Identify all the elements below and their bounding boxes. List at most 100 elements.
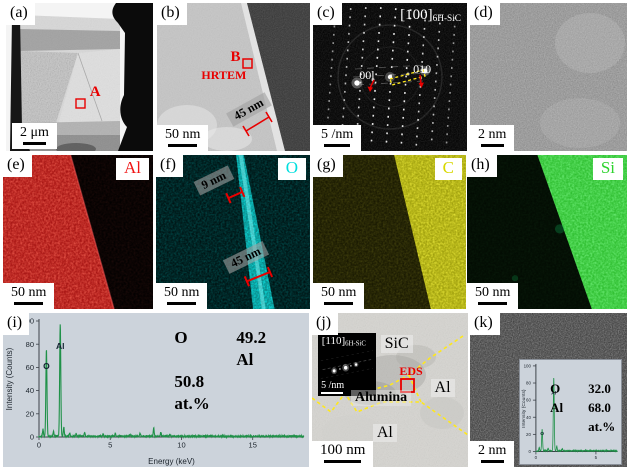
panel-e-label: (e): [3, 155, 32, 177]
svg-text:20: 20: [526, 432, 531, 437]
measurement-bracket-45nm: [242, 111, 273, 137]
composition-annotation: O 49.2 Al 50.8 at.%: [174, 328, 266, 414]
inset-composition-element-o: O: [550, 381, 561, 397]
panel-e-scalebar-text: 50 nm: [11, 285, 47, 300]
panel-j-tem-phases: [110]6H-SiC 5 /nm (j) SiC EDS Al Alumina…: [312, 313, 468, 467]
panel-h-scalebar-text: 50 nm: [475, 285, 511, 300]
panel-j-label: (j): [312, 313, 339, 335]
inset-zone-axis-phase: 6H-SiC: [345, 340, 366, 348]
svg-text:Intensity (Counts): Intensity (Counts): [521, 389, 527, 428]
panel-g-scalebar-line: [324, 302, 354, 305]
reflection-arrows: [367, 74, 424, 92]
panel-a-label: (a): [6, 3, 35, 25]
panel-h-map-image: [467, 155, 627, 309]
panel-d-scalebar: 2 nm: [470, 125, 515, 151]
panel-k-spectrum-inset: 0 20 40 60 80 100 0 5 Intensity (Counts) O Al O 32…: [518, 359, 623, 466]
inset-scalebar-line: [321, 392, 344, 395]
svg-text:0: 0: [528, 449, 531, 454]
panel-j-scalebar: 100 nm: [312, 441, 374, 467]
inset-composition-value-al: 68.0: [588, 400, 611, 416]
panel-k-scalebar: 2 nm: [470, 441, 515, 467]
svg-text:5: 5: [594, 455, 597, 460]
panel-i-eds-spectrum: 020406080100051015Energy (keV)Intensity …: [3, 313, 309, 467]
roi-a-label: A: [89, 84, 101, 101]
zone-axis-main: [100]: [400, 7, 433, 23]
svg-text:80: 80: [26, 340, 34, 349]
svg-text:60: 60: [26, 363, 34, 372]
panel-c-diffraction: (c) [100]6H-SiC 00l 010 5 /nm: [313, 3, 467, 151]
inset-composition-value-o: 32.0: [588, 381, 611, 397]
panel-i-label: (i): [3, 313, 30, 335]
panel-a-scalebar: 2 μm: [12, 123, 57, 149]
composition-unit: at.%: [174, 394, 210, 414]
panel-b-tem-interface: (b) B HRTEM 45 nm 50 nm: [157, 3, 310, 151]
panel-f-scalebar-line: [167, 302, 197, 305]
panel-f-label: (f): [156, 155, 183, 177]
svg-text:10: 10: [177, 441, 185, 450]
panel-k-scalebar-line: [480, 460, 504, 463]
svg-text:20: 20: [26, 409, 34, 418]
inset-composition-unit: at.%: [588, 419, 616, 435]
region-label-sic: SiC: [380, 334, 413, 353]
inset-composition-element-al: Al: [550, 400, 564, 416]
phase-boundary-lines: [312, 335, 468, 436]
svg-text:80: 80: [526, 381, 531, 386]
inset-scalebar-text: 5 /nm: [321, 380, 345, 392]
panel-k-label: (k): [470, 313, 500, 335]
svg-text:Al: Al: [56, 341, 65, 351]
composition-element-o: O: [174, 328, 188, 348]
unit-cell-outline: [389, 69, 426, 86]
reflection-00l-label: 00l: [359, 68, 375, 83]
panel-b-scalebar-text: 50 nm: [165, 127, 201, 142]
svg-text:5: 5: [108, 441, 112, 450]
element-label-si: Si: [592, 158, 623, 180]
svg-text:40: 40: [26, 386, 34, 395]
panel-b-label: (b): [157, 3, 187, 25]
roi-box-b: [242, 58, 253, 69]
panel-h-scalebar: 50 nm: [467, 283, 519, 309]
eds-roi-box: [400, 378, 415, 393]
element-label-o: O: [277, 158, 306, 180]
roi-box-a: [75, 98, 86, 109]
panel-a-scalebar-line: [22, 142, 47, 145]
svg-text:O: O: [540, 431, 544, 437]
panel-a-scalebar-text: 2 μm: [20, 125, 49, 140]
panel-c-scalebar-text: 5 /nm: [321, 127, 354, 142]
panel-k-scalebar-text: 2 nm: [478, 443, 507, 458]
panel-h-scalebar-line: [478, 302, 508, 305]
panel-a-tem-overview: (a) A 2 μm: [6, 3, 153, 151]
svg-text:0: 0: [37, 441, 41, 450]
inset-diffraction-image: [318, 333, 376, 397]
panel-f-scalebar-text: 50 nm: [164, 285, 200, 300]
inset-composition-annotation: O 32.0 Al 68.0 at.%: [550, 381, 615, 435]
region-label-eds: EDS: [399, 363, 423, 378]
svg-text:0: 0: [534, 455, 537, 460]
svg-text:100: 100: [523, 364, 531, 369]
zone-axis-phase: 6H-SiC: [432, 13, 461, 24]
measurement-bracket-45nm-map: [243, 266, 274, 287]
panel-d-hrtem: (d) 2 nm: [470, 3, 627, 151]
panel-f-scalebar: 50 nm: [156, 283, 208, 309]
composition-spacer: [174, 350, 210, 370]
panel-e-eds-map-al: (e) Al 50 nm: [3, 155, 153, 309]
svg-text:0: 0: [30, 433, 34, 442]
hrtem-label: HRTEM: [201, 68, 247, 83]
panel-j-scalebar-line: [324, 460, 362, 463]
composition-value-al: 50.8: [174, 372, 205, 392]
panel-d-scalebar-text: 2 nm: [478, 127, 507, 142]
reflection-010-label: 010: [413, 62, 432, 77]
inset-composition-spacer: [550, 419, 574, 435]
element-label-c: C: [434, 158, 462, 180]
region-label-al-right: Al: [430, 379, 455, 398]
panel-e-map-image: [3, 155, 153, 309]
svg-text:O: O: [43, 361, 50, 371]
element-label-al: Al: [116, 158, 149, 180]
roi-b-label: B: [230, 48, 241, 65]
panel-g-eds-map-c: (g) C 50 nm: [313, 155, 466, 309]
svg-text:40: 40: [526, 415, 531, 420]
svg-text:Al: Al: [551, 391, 557, 397]
panel-d-label: (d): [470, 3, 500, 25]
panel-e-scalebar: 50 nm: [3, 283, 55, 309]
